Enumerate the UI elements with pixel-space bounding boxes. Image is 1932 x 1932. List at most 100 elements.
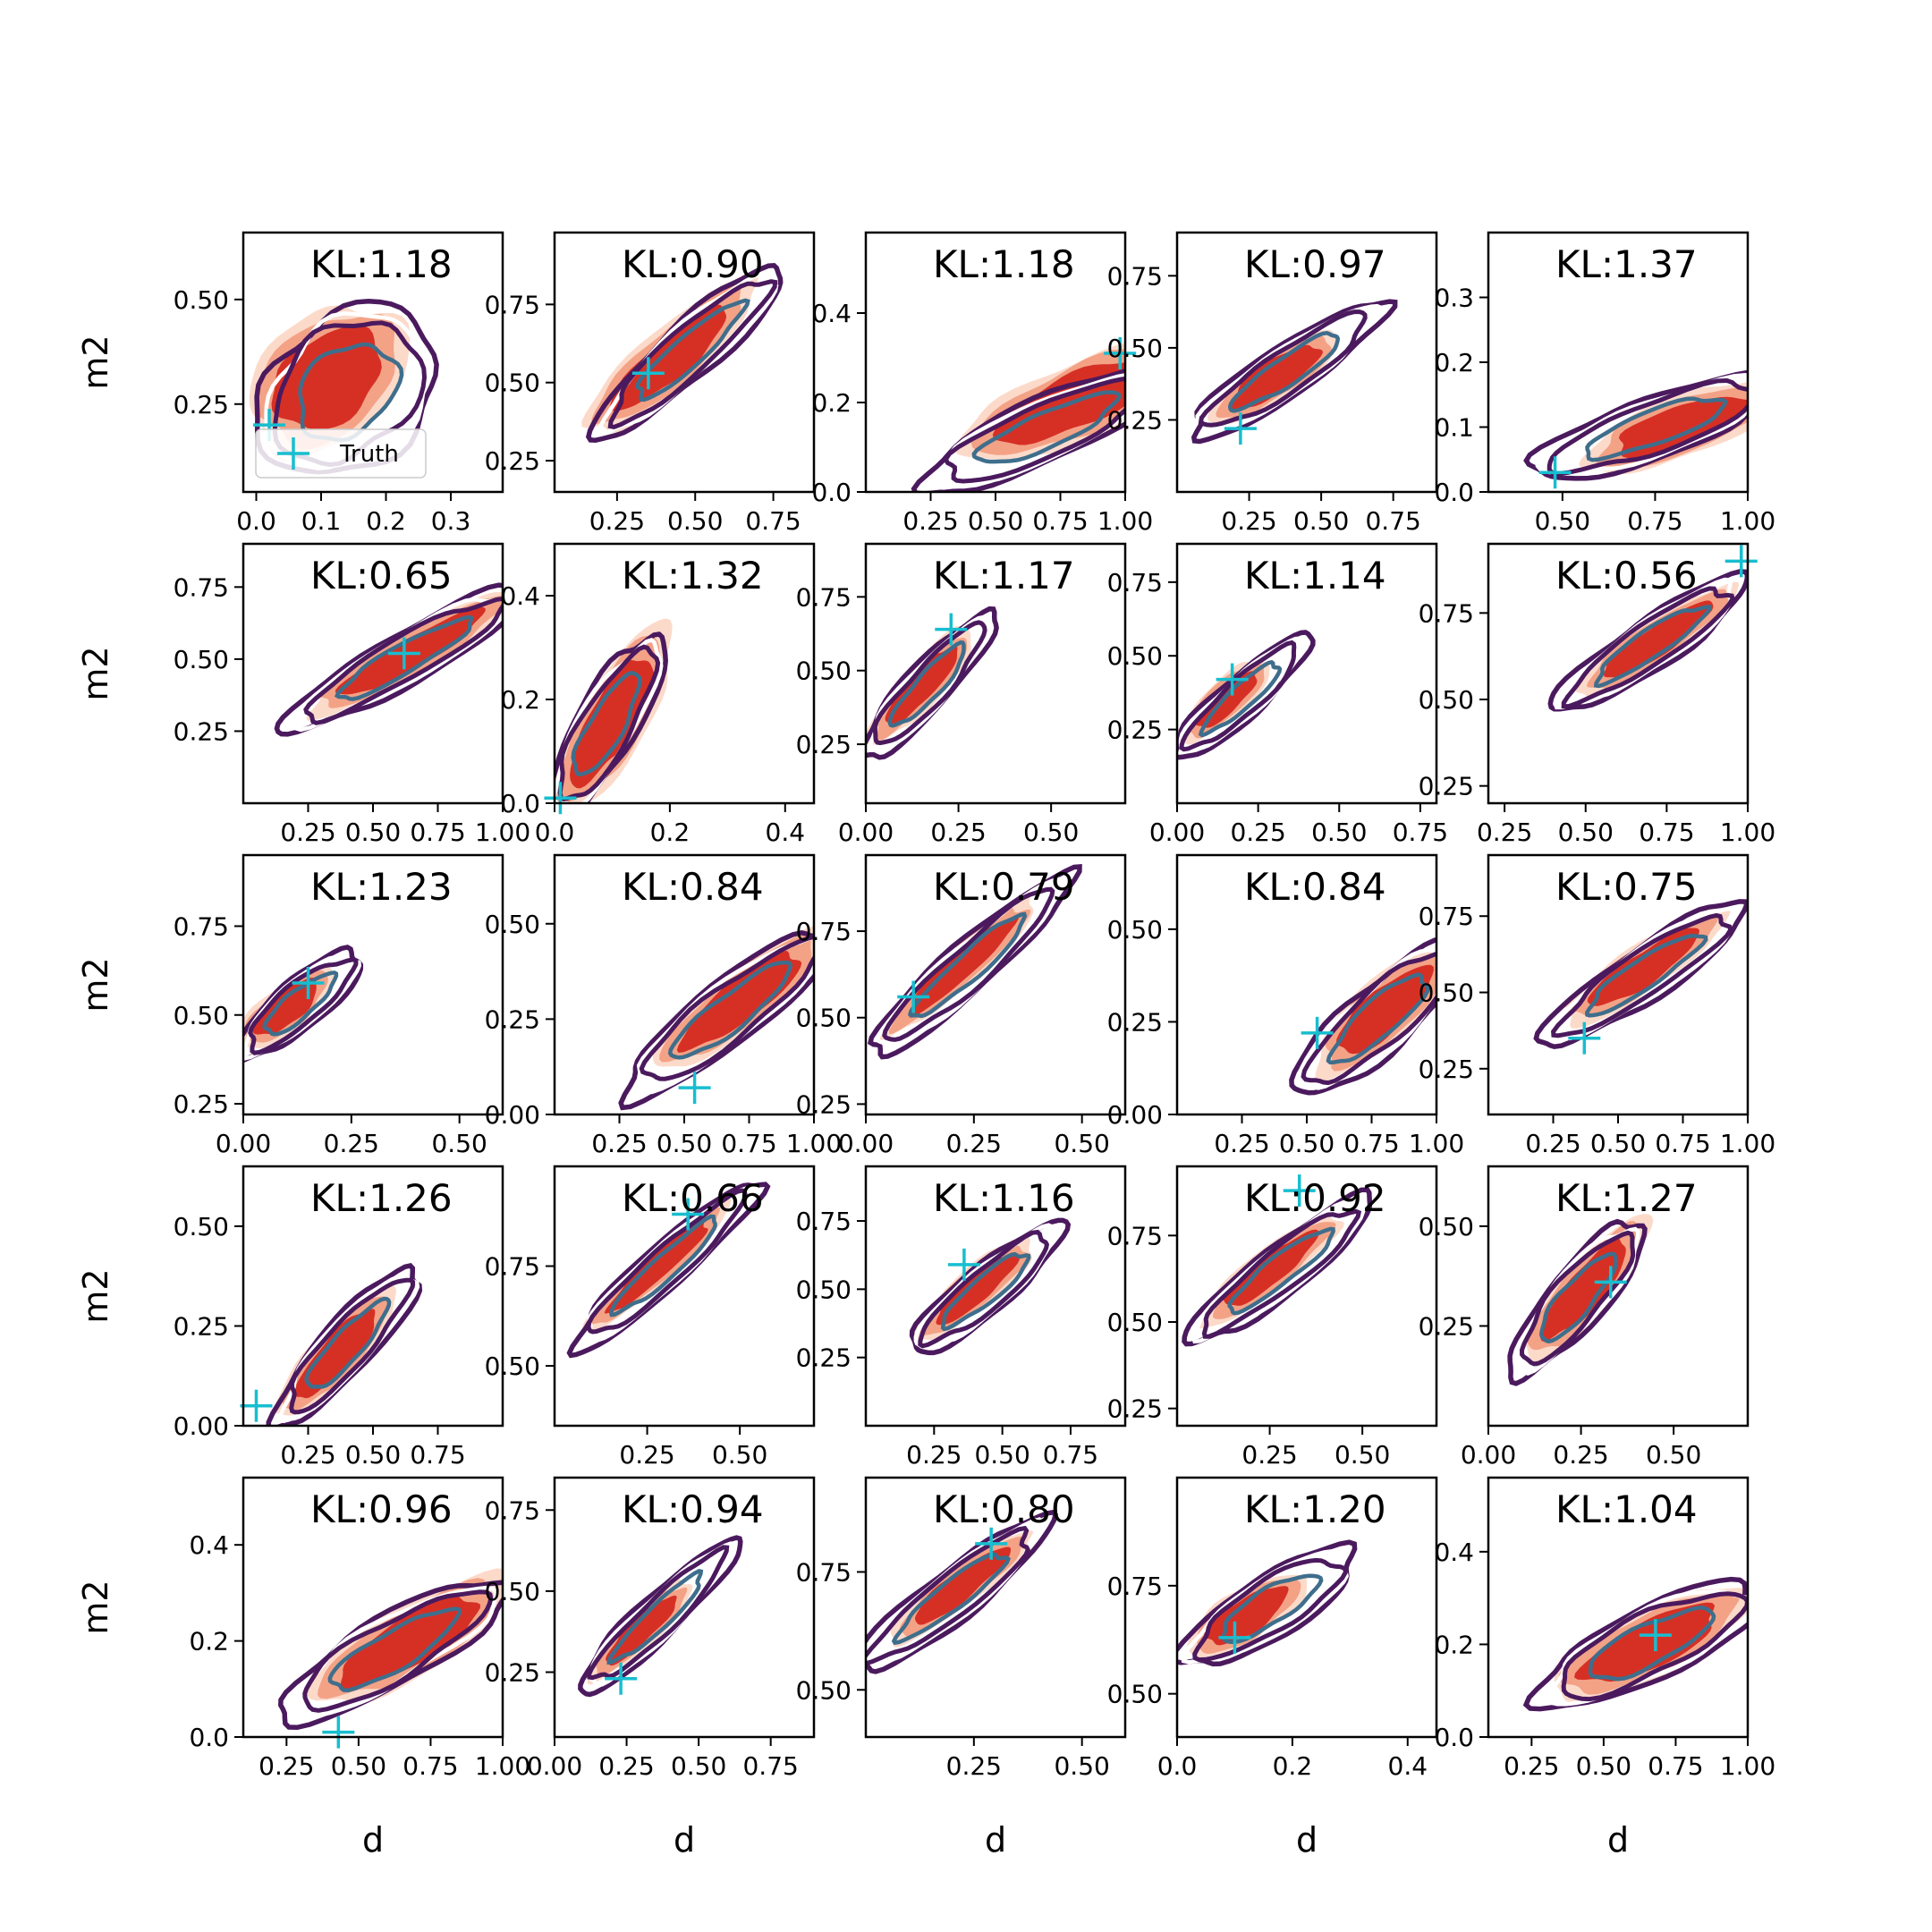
x-tick-label: 0.25 [280, 818, 335, 847]
figure-axis-labels: m2 m2 m2 m2 m2 d d d d d [76, 335, 1629, 1860]
kl-divergence-label: KL:1.17 [933, 554, 1075, 597]
truth-marker [1218, 1621, 1251, 1654]
x-tick-label: 0.2 [366, 506, 406, 536]
x-tick-label: 1.00 [1097, 506, 1153, 536]
line-contour-level-1 [1507, 1218, 1648, 1386]
contour-area [618, 926, 814, 1111]
x-tick-label: 0.50 [1646, 1440, 1701, 1470]
x-tick-label: 0.75 [1365, 506, 1420, 536]
y-axis-label: m2 [76, 957, 115, 1012]
x-tick-label: 0.50 [331, 1751, 386, 1781]
truth-marker [897, 980, 930, 1013]
x-tick-label: 0.25 [1241, 1440, 1297, 1470]
x-tick-label: 0.25 [258, 1751, 314, 1781]
y-tick-label: 0.75 [174, 911, 229, 941]
panel-22: 0.00 0.25 0.50 0.75 0.25 0.50 0.75 KL:0.94 [485, 1476, 816, 1781]
filled-density-level-3 [1618, 396, 1748, 459]
line-contour-level-4 [891, 1552, 1012, 1646]
x-tick-label: 0.75 [1655, 1129, 1710, 1158]
y-tick-label: 0.25 [796, 1089, 852, 1119]
y-tick-label: 0.50 [1419, 1212, 1474, 1241]
kl-divergence-label: KL:0.92 [1244, 1176, 1386, 1220]
x-tick-label: 0.25 [946, 1751, 1002, 1781]
y-tick-label: 0.75 [1107, 1221, 1163, 1250]
line-contour-level-2 [278, 1275, 420, 1424]
x-tick-label: 0.50 [345, 818, 401, 847]
truth-marker [1104, 337, 1137, 369]
y-tick-label: 0.50 [796, 1004, 852, 1033]
contour-area [1523, 369, 1748, 481]
y-tick-label: 0.25 [174, 390, 229, 419]
filled-density-level-3 [1540, 1237, 1626, 1342]
line-contour-level-3 [918, 1229, 1050, 1349]
y-tick-label: 0.50 [174, 645, 229, 674]
y-tick-label: 0.75 [796, 917, 852, 946]
x-tick-label: 0.25 [1525, 1129, 1580, 1158]
line-contour-level-4 [971, 390, 1122, 464]
panel-4: 0.25 0.50 0.75 0.25 0.50 0.75 KL:0.97 [1107, 231, 1438, 536]
x-tick-label: 0.1 [301, 506, 342, 536]
line-contour-level-4 [1593, 605, 1712, 689]
x-tick-label: 0.25 [591, 1129, 647, 1158]
truth-marker [1538, 456, 1572, 489]
contour-area [555, 618, 673, 803]
x-tick-label: 0.00 [838, 1129, 894, 1158]
contour-area [243, 945, 364, 1063]
y-tick-label: 0.50 [796, 1675, 852, 1705]
line-contour-level-4 [1539, 1251, 1619, 1344]
x-tick-label: 0.50 [1576, 1751, 1631, 1781]
line-contour-level-3 [289, 1277, 416, 1415]
contour-area [1289, 936, 1436, 1096]
x-tick-label: 0.25 [906, 1440, 962, 1470]
line-contour-level-1 [585, 262, 784, 443]
x-tick-label: 1.00 [1720, 506, 1775, 536]
panel-11: 0.00 0.25 0.50 0.25 0.50 0.75 KL:1.23 [174, 853, 504, 1158]
y-tick-label: 0.4 [1434, 1538, 1474, 1567]
y-tick-label: 0.0 [500, 789, 540, 818]
line-contour-level-3 [1179, 640, 1297, 752]
filled-density-level-3 [1604, 600, 1714, 678]
kl-divergence-label: KL:0.84 [1244, 865, 1386, 909]
panel-frame [242, 853, 504, 1116]
y-tick-label: 0.25 [1107, 405, 1163, 435]
line-contour-level-4 [1198, 659, 1283, 738]
kl-divergence-label: KL:0.56 [1555, 554, 1698, 597]
panel-20: 0.00 0.25 0.50 0.25 0.50 KL:1.27 [1419, 1165, 1750, 1470]
filled-density-level-3 [340, 1595, 480, 1690]
x-tick-label: 0.50 [1293, 506, 1349, 536]
x-tick-label: 0.50 [1054, 1129, 1109, 1158]
truth-marker [387, 637, 420, 670]
x-tick-label: 0.00 [1461, 1440, 1516, 1470]
x-tick-label: 1.00 [1409, 1129, 1464, 1158]
x-tick-label: 0.50 [1535, 506, 1590, 536]
x-tick-label: 0.50 [712, 1440, 767, 1470]
panel-frame [864, 1165, 1127, 1428]
line-contour-level-3 [1561, 1591, 1748, 1702]
truth-marker [975, 1527, 1008, 1560]
kl-divergence-label: KL:0.80 [933, 1487, 1075, 1531]
line-contour-level-4 [667, 960, 793, 1060]
line-contour-level-4 [1585, 396, 1728, 462]
contour-area [278, 1568, 503, 1731]
kl-divergence-label: KL:0.97 [1244, 242, 1386, 286]
panel-frame [1175, 1476, 1438, 1739]
line-contour-level-3 [639, 934, 814, 1081]
contour-area [1547, 569, 1748, 712]
panel-18: 0.25 0.50 0.75 0.25 0.50 0.75 KL:1.16 [796, 1165, 1127, 1470]
contour-area [1533, 899, 1748, 1050]
line-contour-level-4 [887, 640, 966, 728]
line-contour-level-4 [1326, 972, 1430, 1065]
filled-density-level-3 [292, 1309, 376, 1399]
y-tick-label: 0.0 [189, 1723, 229, 1752]
x-tick-label: 1.00 [1720, 818, 1775, 847]
panel-frame [242, 231, 504, 494]
filled-density-level-3 [604, 1221, 708, 1314]
panel-6: 0.25 0.50 0.75 1.00 0.25 0.50 0.75 KL:0.65 [174, 542, 530, 847]
x-tick-label: 0.50 [345, 1440, 401, 1470]
x-tick-label: 0.50 [974, 1440, 1030, 1470]
panel-15: 0.25 0.50 0.75 1.00 0.25 0.50 0.75 KL:0.75 [1419, 853, 1775, 1158]
y-tick-label: 0.50 [1107, 641, 1163, 671]
y-tick-label: 0.50 [174, 285, 229, 315]
x-tick-label: 0.25 [598, 1751, 654, 1781]
y-tick-label: 0.3 [1434, 284, 1474, 313]
